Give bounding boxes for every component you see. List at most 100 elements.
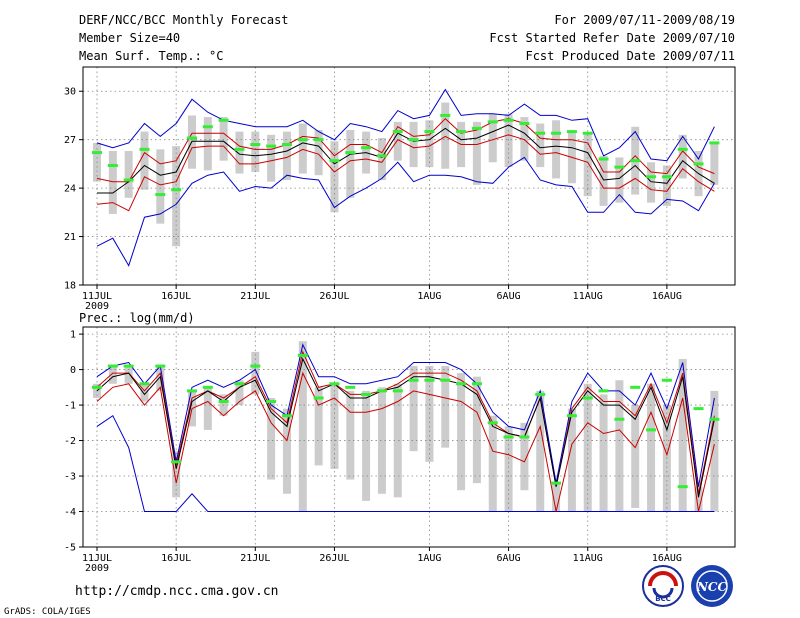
spread-bar (409, 121, 418, 168)
mean-marker (519, 122, 530, 126)
mean-marker (614, 417, 625, 421)
series-line-max (96, 343, 715, 487)
spread-bar (203, 117, 212, 171)
mean-marker (345, 151, 356, 155)
spread-bar (678, 358, 687, 512)
mean-marker (250, 143, 261, 147)
spread-bar (267, 134, 276, 182)
y-tick-label: 24 (64, 184, 76, 195)
mean-marker (313, 396, 324, 400)
mean-marker (630, 159, 641, 163)
spread-bar (472, 121, 481, 185)
spread-bar (314, 129, 323, 176)
mean-marker (677, 485, 688, 489)
mean-marker (266, 400, 277, 404)
mean-marker (677, 147, 688, 151)
mean-marker (551, 481, 562, 485)
y-tick-label: -1 (64, 401, 76, 412)
mean-marker (709, 141, 720, 145)
spread-bar (219, 117, 228, 161)
spread-bar (298, 123, 307, 174)
mean-marker (155, 193, 166, 197)
spread-bar (409, 366, 418, 452)
mean-marker (535, 131, 546, 135)
spread-bar (140, 383, 149, 402)
spread-bar (488, 113, 497, 163)
temperature-markers (92, 113, 720, 197)
x-tick-label: 21JUL (240, 291, 270, 302)
series-line-min (96, 156, 715, 267)
mean-marker (234, 147, 245, 151)
mean-marker (440, 113, 451, 117)
ncc-logo-text: NCC (696, 580, 728, 594)
mean-marker (250, 364, 261, 368)
mean-marker (471, 382, 482, 386)
x-tick-year-label: 2009 (85, 563, 109, 574)
mean-marker (345, 385, 356, 389)
spread-bar (536, 123, 545, 168)
spread-bar (235, 380, 244, 406)
spread-bar (520, 117, 529, 161)
mean-marker (107, 164, 118, 168)
mean-marker (297, 138, 308, 142)
spread-bar (457, 373, 466, 491)
spread-bar (599, 155, 608, 206)
mean-marker (218, 400, 229, 404)
series-line-mean (97, 124, 715, 194)
mean-marker (709, 417, 720, 421)
spread-bar (172, 451, 181, 498)
series-line-lower (96, 371, 715, 512)
mean-marker (551, 131, 562, 135)
spread-bar (536, 390, 545, 512)
spread-bar (282, 131, 291, 181)
source-url[interactable]: http://cmdp.ncc.cma.gov.cn (75, 584, 279, 599)
x-tick-label: 16JUL (161, 291, 191, 302)
series-line-mean (96, 357, 715, 498)
x-tick-label: 16AUG (652, 553, 682, 564)
temperature-series (96, 88, 715, 267)
precip-series (96, 343, 715, 512)
mean-marker (614, 165, 625, 169)
mean-marker (408, 378, 419, 382)
mean-marker (392, 389, 403, 393)
mean-marker (566, 414, 577, 418)
mean-marker (456, 130, 467, 134)
mean-marker (392, 130, 403, 134)
mean-marker (661, 378, 672, 382)
spread-bar (615, 380, 624, 512)
x-tick-label: 21JUL (240, 553, 270, 564)
spread-bar (203, 387, 212, 430)
series-line-max (96, 88, 715, 162)
y-tick-label: 30 (64, 87, 76, 98)
mean-marker (171, 460, 182, 464)
grads-credit: GrADS: COLA/IGES (4, 607, 91, 617)
mean-marker (107, 364, 118, 368)
y-tick-label: 1 (70, 330, 76, 341)
spread-bar (710, 142, 719, 185)
temperature-grid (83, 67, 735, 285)
mean-marker (139, 147, 150, 151)
mean-marker (661, 175, 672, 179)
spread-bar (647, 162, 656, 203)
mean-marker (646, 175, 657, 179)
mean-marker (123, 178, 134, 182)
mean-marker (329, 382, 340, 386)
spread-bar (647, 383, 656, 512)
spread-bar (282, 408, 291, 494)
mean-marker (281, 143, 292, 147)
mean-marker (281, 414, 292, 418)
spread-bar (124, 366, 133, 384)
spread-bar (552, 120, 561, 179)
spread-bar (346, 390, 355, 480)
y-tick-label: 18 (64, 281, 76, 292)
spread-bar (377, 387, 386, 494)
precip-spread-bars (93, 341, 719, 512)
series-line-lower (96, 134, 715, 212)
spread-bar (710, 390, 719, 512)
mean-marker (693, 162, 704, 166)
y-tick-label: -5 (64, 543, 76, 554)
spread-bar (520, 422, 529, 491)
spread-bar (441, 102, 450, 169)
series-line-upper (96, 118, 715, 183)
spread-bar (346, 129, 355, 198)
